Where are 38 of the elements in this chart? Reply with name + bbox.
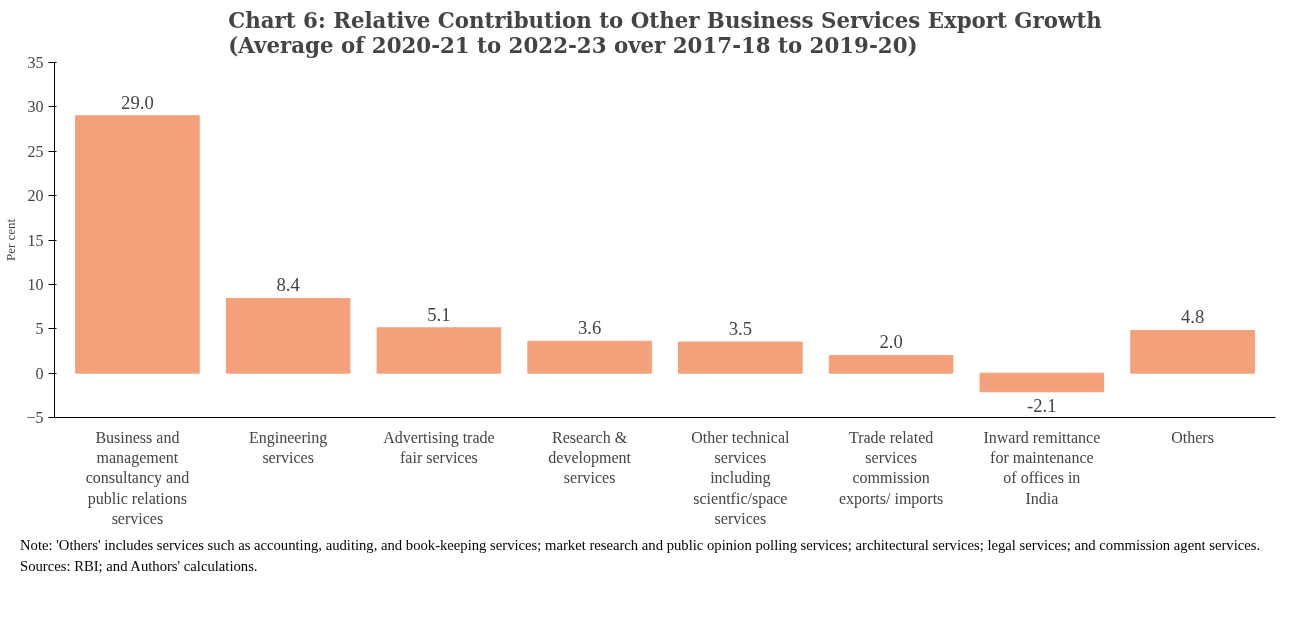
data-label: 3.5 (728, 317, 753, 339)
y-tick-label: 15 (27, 231, 44, 249)
y-tick-label: 0 (35, 364, 44, 382)
bar (828, 354, 954, 374)
y-tick-label: 10 (27, 275, 44, 293)
text: Note: 'Others' includes services such as accounting, auditing, and book-keeping services; market research and public opinion polling services; architectural services; legal services; and commission agent services. (20, 536, 1261, 555)
x-tick-label: Others (1171, 428, 1214, 446)
x-tick-label: Engineering services (249, 428, 328, 466)
x-tick-label: Research & development services (548, 428, 632, 487)
data-label: 3.6 (577, 317, 602, 339)
bar (225, 298, 351, 374)
data-label: -2.1 (1027, 394, 1057, 416)
y-axis-title: Per cent (3, 218, 19, 262)
data-label: 8.4 (276, 274, 301, 296)
bar (75, 115, 200, 374)
chart-subtitle: (Average of 2020-21 to 2022-23 over 2017-18 to 2019-20) (228, 32, 918, 58)
y-tick-label: −5 (26, 409, 44, 426)
y-tick-label: 20 (27, 187, 44, 205)
data-label: 2.0 (879, 331, 903, 353)
x-tick-label: Trade related services commission exports/ imports (838, 428, 944, 508)
chart-title: Chart 6: Relative Contribution to Other Business Services Export Growth (228, 7, 1103, 33)
x-tick-label: Inward remittance for maintenance of offices in India (983, 428, 1101, 507)
bar (1130, 330, 1255, 374)
data-label: 29.0 (121, 91, 154, 113)
x-tick-label: Other technical services including scientfic/space services (691, 428, 791, 528)
data-label: 4.8 (1180, 306, 1205, 328)
x-tick-label: Advertising trade fair services (383, 428, 495, 466)
bar (678, 341, 803, 374)
y-tick-label: 5 (35, 320, 44, 338)
bar (376, 327, 502, 374)
y-tick-label: 30 (27, 98, 44, 116)
bar (979, 372, 1105, 393)
y-tick-label: 35 (27, 54, 44, 71)
x-tick-label: Business and management consultancy and public relations services (85, 428, 190, 528)
bar (527, 340, 652, 374)
data-label: 5.1 (427, 303, 451, 325)
source-note: Sources: RBI; and Authors' calculations. (20, 556, 259, 576)
y-tick-label: 25 (27, 142, 44, 160)
